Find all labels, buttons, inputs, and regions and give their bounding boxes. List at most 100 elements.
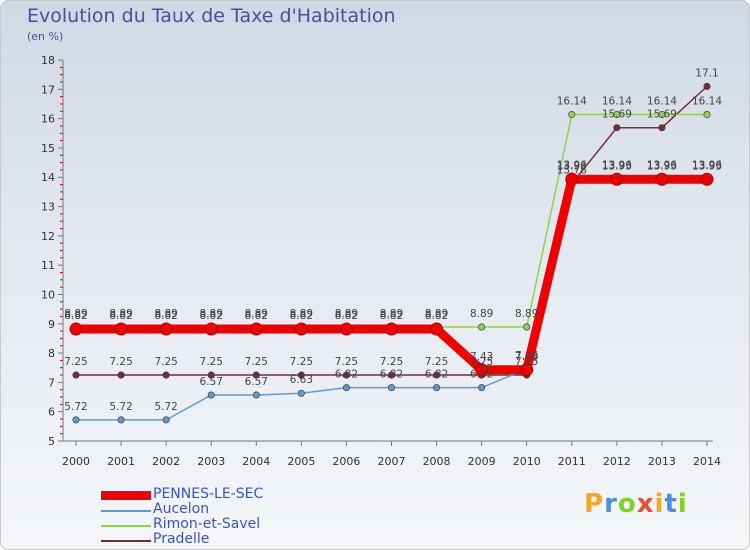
data-label: 13.93 xyxy=(557,160,587,172)
x-tick-label: 2004 xyxy=(242,455,270,468)
x-tick-label: 2006 xyxy=(332,455,360,468)
data-label: 6.82 xyxy=(380,369,403,381)
x-tick-label: 2009 xyxy=(468,455,496,468)
data-point xyxy=(478,384,486,392)
y-tick-label: 18 xyxy=(41,54,55,67)
y-tick-label: 8 xyxy=(48,347,55,360)
data-point xyxy=(69,322,83,336)
data-point xyxy=(523,323,531,331)
x-tick-label: 2011 xyxy=(558,455,586,468)
data-point xyxy=(72,416,80,424)
data-label: 7.25 xyxy=(154,356,177,368)
data-label: 8.89 xyxy=(154,308,177,320)
data-label: 7.25 xyxy=(64,356,87,368)
x-tick-label: 2007 xyxy=(378,455,406,468)
legend-label-aucelon: Aucelon xyxy=(153,501,210,517)
data-point xyxy=(207,391,215,399)
data-point xyxy=(204,322,218,336)
data-label: 8.89 xyxy=(290,308,313,320)
legend-swatch-pradelle xyxy=(101,540,151,542)
data-label: 7.25 xyxy=(425,356,448,368)
data-label: 13.93 xyxy=(647,160,677,172)
data-label: 7.43 xyxy=(515,351,538,363)
chart-title: Evolution du Taux de Taxe d'Habitation xyxy=(27,5,396,27)
data-point xyxy=(252,391,260,399)
data-label: 7.25 xyxy=(515,356,538,368)
x-tick-label: 2002 xyxy=(152,455,180,468)
data-point xyxy=(294,322,308,336)
data-point xyxy=(613,111,621,119)
x-tick-label: 2003 xyxy=(197,455,225,468)
data-label: 6.82 xyxy=(425,369,448,381)
data-label: 8.82 xyxy=(335,310,358,322)
data-point xyxy=(162,371,170,379)
y-tick-label: 9 xyxy=(48,318,55,331)
data-label: 6.57 xyxy=(200,376,223,388)
data-point xyxy=(342,371,350,379)
data-label: 7.43 xyxy=(470,351,493,363)
data-point xyxy=(72,371,80,379)
data-label: 8.82 xyxy=(290,310,313,322)
proxiti-logo: Proxiti xyxy=(584,489,688,519)
x-tick-label: 2005 xyxy=(287,455,315,468)
data-label: 13.96 xyxy=(647,159,677,171)
data-label: 13.78 xyxy=(557,165,587,177)
logo-letter: P xyxy=(584,489,605,519)
data-label: 8.82 xyxy=(154,310,177,322)
data-label: 8.82 xyxy=(109,310,132,322)
data-point xyxy=(159,322,173,336)
logo-letter: x xyxy=(636,489,655,519)
x-tick-label: 2012 xyxy=(603,455,631,468)
data-label: 8.89 xyxy=(335,308,358,320)
x-tick-label: 2013 xyxy=(648,455,676,468)
data-label: 13.96 xyxy=(557,159,587,171)
legend-swatch-rimon xyxy=(101,525,151,527)
series-line-0 xyxy=(76,174,707,375)
x-tick-label: 2000 xyxy=(62,455,90,468)
data-point xyxy=(385,322,398,336)
data-label: 13.96 xyxy=(602,159,632,171)
y-tick-label: 14 xyxy=(41,171,55,184)
logo-letter: o xyxy=(617,489,637,519)
data-label: 7.25 xyxy=(290,356,313,368)
data-label: 7.25 xyxy=(200,356,223,368)
data-label: 8.82 xyxy=(425,310,448,322)
data-point xyxy=(520,363,534,377)
x-tick-label: 2010 xyxy=(513,455,541,468)
data-point xyxy=(433,371,441,379)
y-tick-label: 12 xyxy=(41,230,55,243)
y-tick-label: 17 xyxy=(41,83,55,96)
data-label: 7.25 xyxy=(470,356,493,368)
data-label: 6.63 xyxy=(290,374,313,386)
y-tick-label: 5 xyxy=(48,435,55,448)
y-tick-label: 16 xyxy=(41,113,55,126)
data-point xyxy=(387,371,395,379)
chart-unit: (en %) xyxy=(27,30,64,43)
data-label: 7.25 xyxy=(335,356,358,368)
series-line-2 xyxy=(76,113,707,328)
data-point xyxy=(475,363,489,377)
data-point xyxy=(433,384,441,392)
y-tick-label: 7 xyxy=(48,376,55,389)
data-label: 16.14 xyxy=(602,96,632,108)
data-label: 8.82 xyxy=(200,310,223,322)
data-point xyxy=(207,371,215,379)
data-point xyxy=(613,124,621,132)
x-tick-label: 2008 xyxy=(423,455,451,468)
data-label: 6.82 xyxy=(335,369,358,381)
data-point xyxy=(658,111,666,119)
data-point xyxy=(342,384,350,392)
data-point xyxy=(114,322,128,336)
data-label: 7.25 xyxy=(380,356,403,368)
data-point xyxy=(658,124,666,132)
series-line-1 xyxy=(76,177,707,421)
data-label: 16.14 xyxy=(557,96,587,108)
y-tick-label: 13 xyxy=(41,201,55,214)
y-tick-label: 10 xyxy=(41,288,55,301)
data-label: 8.89 xyxy=(109,308,132,320)
data-label: 5.72 xyxy=(64,401,87,413)
data-label: 8.89 xyxy=(64,308,87,320)
logo-letter: i xyxy=(677,489,688,519)
